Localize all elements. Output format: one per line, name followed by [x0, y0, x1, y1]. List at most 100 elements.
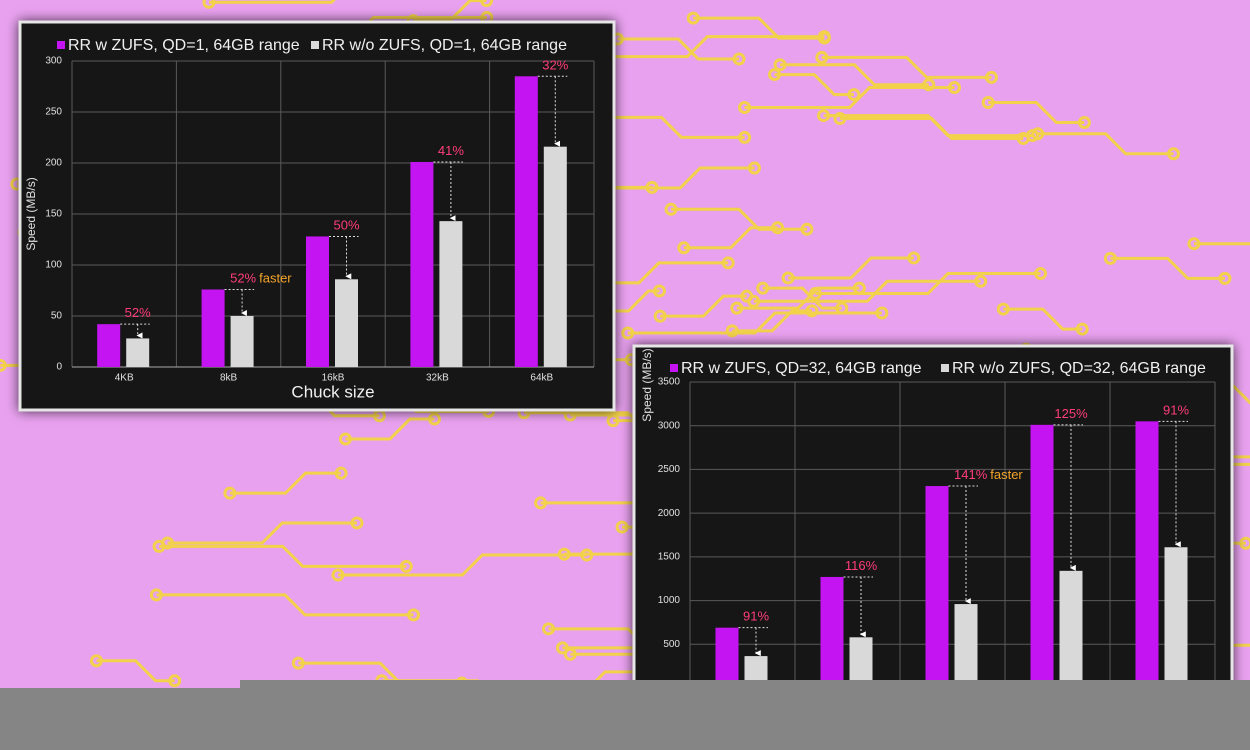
- circuit-pad: [653, 309, 667, 323]
- circuit-pad: [996, 302, 1010, 316]
- circuit-trace: [627, 311, 882, 335]
- circuit-trace: [823, 114, 1033, 138]
- circuit-pad: [781, 271, 795, 285]
- circuit-trace: [208, 0, 336, 4]
- bar: [514, 76, 538, 368]
- annotation: 116%: [845, 558, 878, 573]
- y-axis-title: Speed (MB/s): [640, 348, 654, 421]
- legend-swatch: [311, 41, 319, 49]
- circuit-pad: [1075, 322, 1089, 336]
- legend-label: RR w ZUFS, QD=32, 64GB range: [681, 360, 922, 377]
- bar: [1059, 570, 1083, 688]
- y-tick-label: 100: [45, 260, 62, 271]
- annotation-value: 125%: [1054, 406, 1088, 421]
- circuit-trace: [345, 417, 435, 441]
- legend-label: RR w/o ZUFS, QD=1, 64GB range: [322, 37, 567, 54]
- annotation: 141% faster: [954, 467, 1023, 482]
- circuit-pad: [922, 78, 936, 92]
- y-tick-label: 150: [45, 209, 62, 220]
- bar: [954, 604, 978, 688]
- circuit-trace: [774, 73, 854, 97]
- circuit-pad: [947, 81, 961, 95]
- chart-panel: 0 50 100 150 200 250 300 RR w ZUFS, QD=1, 64GB …: [18, 20, 616, 412]
- y-tick-label: 300: [45, 56, 62, 67]
- circuit-pad: [223, 486, 237, 500]
- bar: [543, 146, 567, 367]
- bar: [925, 486, 949, 688]
- x-tick-label: 64kB: [530, 373, 553, 384]
- circuit-pad: [721, 256, 735, 270]
- circuit-pad: [1034, 267, 1048, 281]
- circuit-trace: [815, 272, 1041, 296]
- x-tick-label: 4KB: [115, 373, 134, 384]
- circuit-trace: [1037, 132, 1174, 156]
- circuit-trace: [788, 256, 914, 280]
- circuit-pad: [984, 70, 998, 84]
- annotation-note: faster: [990, 467, 1023, 482]
- circuit-trace: [1193, 242, 1250, 246]
- x-tick-label: 32kB: [426, 373, 449, 384]
- circuit-pad: [725, 324, 739, 338]
- circuit-trace: [1003, 307, 1083, 331]
- circuit-pad: [664, 202, 678, 216]
- y-tick-label: 0: [56, 362, 62, 373]
- circuit-trace: [229, 471, 342, 495]
- annotation-value: 52%: [230, 271, 256, 286]
- circuit-pad: [0, 358, 7, 372]
- bar: [849, 637, 873, 688]
- circuit-pad: [621, 326, 635, 340]
- x-axis-title: Chuck size: [291, 382, 374, 401]
- circuit-pad: [480, 0, 494, 8]
- circuit-pad: [677, 241, 691, 255]
- circuit-pad: [557, 547, 571, 561]
- legend-swatch: [670, 364, 678, 372]
- circuit-trace: [660, 294, 747, 318]
- y-tick-label: 200: [45, 158, 62, 169]
- y-tick-label: 50: [51, 311, 63, 322]
- circuit-trace: [671, 207, 807, 231]
- circuit-pad: [907, 251, 921, 265]
- circuit-pad: [542, 622, 556, 636]
- bar: [126, 338, 150, 367]
- circuit-pad: [981, 95, 995, 109]
- y-tick-label: 500: [663, 639, 680, 650]
- bar: [201, 289, 225, 367]
- circuit-pad: [1031, 127, 1045, 141]
- y-tick-label: 2000: [658, 508, 681, 519]
- circuit-trace: [780, 63, 929, 87]
- circuit-pad: [815, 50, 829, 64]
- circuit-pad: [817, 109, 831, 123]
- annotation-value: 91%: [1163, 403, 1189, 418]
- circuit-pad: [168, 674, 182, 688]
- circuit-trace: [762, 286, 842, 310]
- y-tick-label: 3500: [658, 377, 681, 388]
- circuit-trace: [1110, 256, 1225, 280]
- annotation: 41%: [438, 143, 464, 158]
- bar: [1164, 547, 1188, 688]
- annotation: 91%: [743, 609, 769, 624]
- circuit-pad: [427, 412, 441, 426]
- circuit-pad: [350, 516, 364, 530]
- annotation-note: faster: [259, 271, 292, 286]
- circuit-pad: [875, 306, 889, 320]
- circuit-pad: [756, 281, 770, 295]
- circuit-pad: [732, 52, 746, 66]
- legend-label: RR w/o ZUFS, QD=32, 64GB range: [952, 360, 1206, 377]
- circuit-trace: [337, 553, 587, 577]
- annotation: 91%: [1163, 403, 1189, 418]
- circuit-trace: [550, 35, 825, 59]
- circuit-pad: [805, 304, 819, 318]
- circuit-trace: [821, 55, 992, 79]
- circuit-pad: [817, 30, 831, 44]
- bar: [306, 236, 329, 367]
- circuit-trace: [96, 659, 175, 683]
- bar: [820, 576, 844, 688]
- annotation-value: 116%: [845, 558, 878, 573]
- circuit-pad: [334, 466, 348, 480]
- circuit-pad: [149, 588, 163, 602]
- annotation: 50%: [333, 218, 359, 233]
- annotation: 32%: [542, 58, 568, 73]
- circuit-trace: [732, 309, 812, 333]
